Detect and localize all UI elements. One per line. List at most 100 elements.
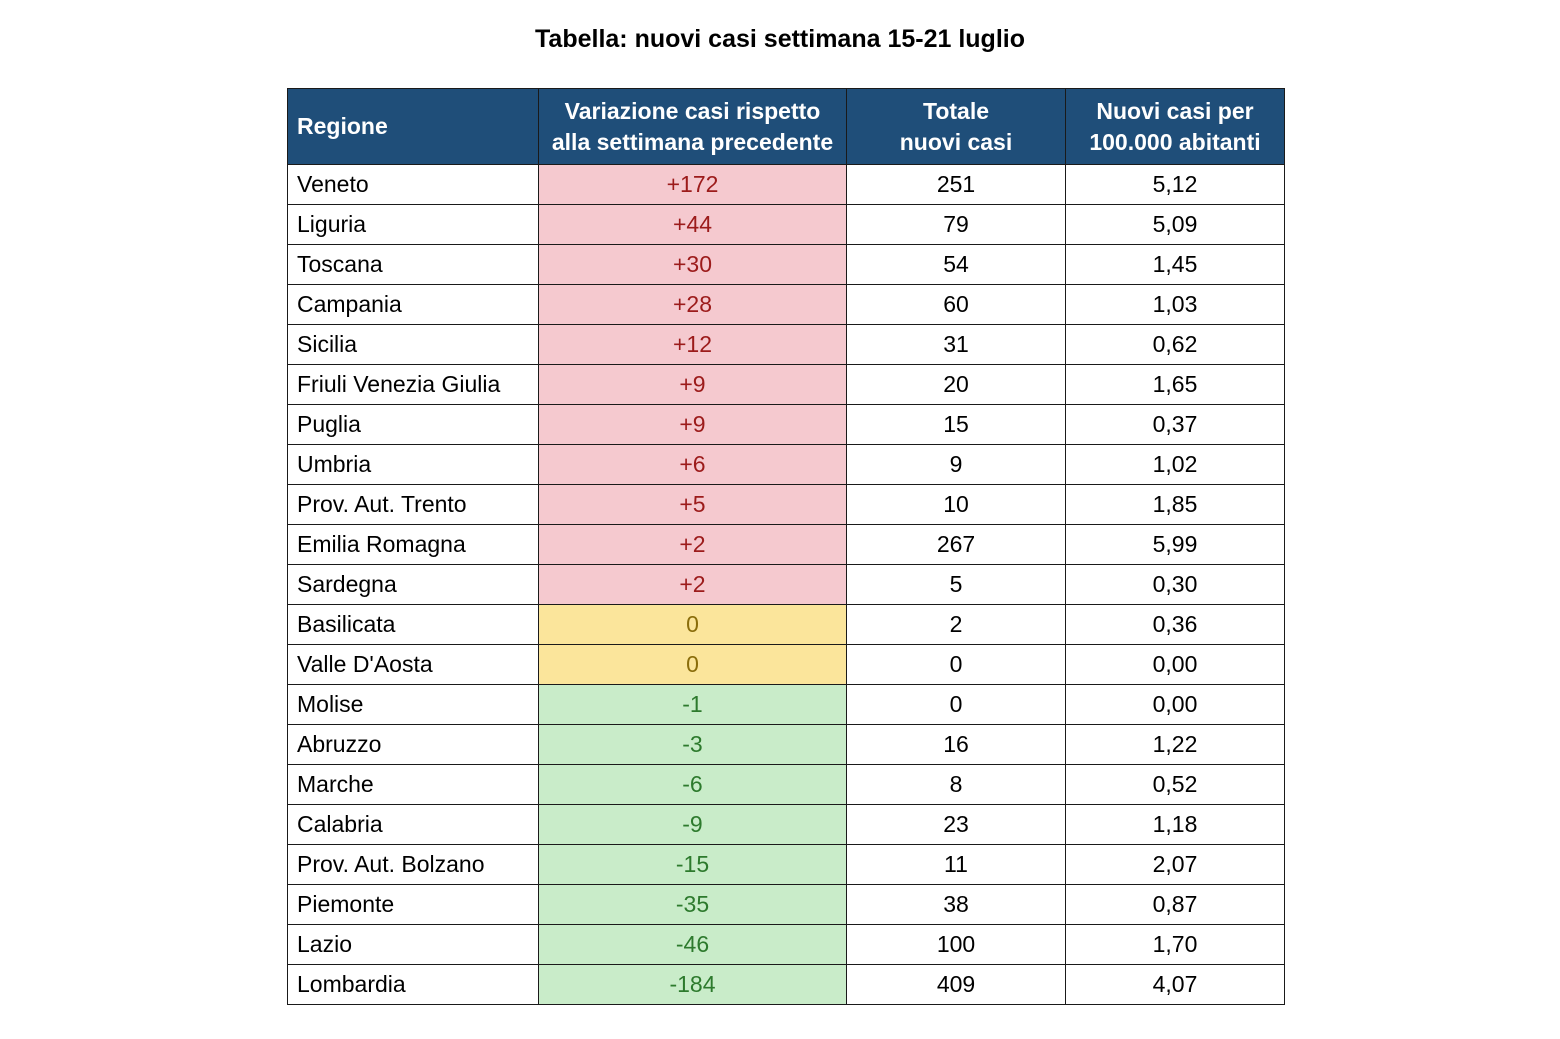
cell-per100k: 0,00 — [1065, 684, 1285, 725]
cell-regione: Prov. Aut. Trento — [287, 484, 539, 525]
cell-totale: 2 — [846, 604, 1066, 645]
cell-variazione: -46 — [538, 924, 847, 965]
cell-variazione: +172 — [538, 164, 847, 205]
column-header-label-line2: alla settimana precedente — [551, 128, 834, 155]
cell-totale: 100 — [846, 924, 1066, 965]
cell-totale: 20 — [846, 364, 1066, 405]
table-row: Umbria +6 9 1,02 — [287, 444, 1285, 485]
table-row: Valle D'Aosta 0 0 0,00 — [287, 644, 1285, 685]
cell-regione: Campania — [287, 284, 539, 325]
cell-regione: Abruzzo — [287, 724, 539, 765]
cell-regione: Molise — [287, 684, 539, 725]
table-row: Piemonte -35 38 0,87 — [287, 884, 1285, 925]
cell-per100k: 4,07 — [1065, 964, 1285, 1005]
cell-regione: Marche — [287, 764, 539, 805]
cell-per100k: 0,30 — [1065, 564, 1285, 605]
cell-totale: 31 — [846, 324, 1066, 365]
cell-totale: 9 — [846, 444, 1066, 485]
cell-variazione: +28 — [538, 284, 847, 325]
cell-regione: Basilicata — [287, 604, 539, 645]
cell-per100k: 0,52 — [1065, 764, 1285, 805]
cell-regione: Valle D'Aosta — [287, 644, 539, 685]
column-header-totale: Totale nuovi casi — [846, 88, 1066, 165]
table-row: Abruzzo -3 16 1,22 — [287, 724, 1285, 765]
cell-per100k: 2,07 — [1065, 844, 1285, 885]
cell-per100k: 1,22 — [1065, 724, 1285, 765]
cell-variazione: -184 — [538, 964, 847, 1005]
cell-per100k: 5,09 — [1065, 204, 1285, 245]
cell-per100k: 1,65 — [1065, 364, 1285, 405]
cell-variazione: -35 — [538, 884, 847, 925]
cell-variazione: -9 — [538, 804, 847, 845]
table-row: Lazio -46 100 1,70 — [287, 924, 1285, 965]
cases-table: Regione Variazione casi rispetto alla se… — [287, 88, 1285, 1005]
cell-variazione: +12 — [538, 324, 847, 365]
cell-totale: 16 — [846, 724, 1066, 765]
column-header-variazione: Variazione casi rispetto alla settimana … — [538, 88, 847, 165]
cell-variazione: +5 — [538, 484, 847, 525]
table-row: Molise -1 0 0,00 — [287, 684, 1285, 725]
cell-totale: 8 — [846, 764, 1066, 805]
cell-variazione: +44 — [538, 204, 847, 245]
table-row: Friuli Venezia Giulia +9 20 1,65 — [287, 364, 1285, 405]
cell-regione: Liguria — [287, 204, 539, 245]
cell-totale: 10 — [846, 484, 1066, 525]
table-row: Veneto +172 251 5,12 — [287, 164, 1285, 205]
column-header-label: Regione — [297, 113, 388, 139]
cell-regione: Sicilia — [287, 324, 539, 365]
cell-regione: Toscana — [287, 244, 539, 285]
column-header-label-line1: Variazione casi rispetto — [564, 97, 821, 124]
table-header: Regione Variazione casi rispetto alla se… — [287, 88, 1285, 165]
cell-regione: Friuli Venezia Giulia — [287, 364, 539, 405]
cell-regione: Calabria — [287, 804, 539, 845]
cell-per100k: 0,37 — [1065, 404, 1285, 445]
cell-totale: 15 — [846, 404, 1066, 445]
cell-variazione: +2 — [538, 524, 847, 565]
table-row: Campania +28 60 1,03 — [287, 284, 1285, 325]
cell-regione: Puglia — [287, 404, 539, 445]
cell-regione: Emilia Romagna — [287, 524, 539, 565]
cell-totale: 267 — [846, 524, 1066, 565]
cell-per100k: 5,12 — [1065, 164, 1285, 205]
cell-regione: Veneto — [287, 164, 539, 205]
cell-variazione: -3 — [538, 724, 847, 765]
cell-totale: 79 — [846, 204, 1066, 245]
cell-regione: Sardegna — [287, 564, 539, 605]
table-row: Sicilia +12 31 0,62 — [287, 324, 1285, 365]
table-row: Liguria +44 79 5,09 — [287, 204, 1285, 245]
column-header-regione: Regione — [287, 88, 539, 165]
cell-per100k: 1,03 — [1065, 284, 1285, 325]
column-header-per100k: Nuovi casi per 100.000 abitanti — [1065, 88, 1285, 165]
cell-variazione: -6 — [538, 764, 847, 805]
cell-totale: 251 — [846, 164, 1066, 205]
cell-variazione: 0 — [538, 644, 847, 685]
table-row: Emilia Romagna +2 267 5,99 — [287, 524, 1285, 565]
cell-per100k: 1,45 — [1065, 244, 1285, 285]
table-row: Lombardia -184 409 4,07 — [287, 964, 1285, 1005]
cell-totale: 409 — [846, 964, 1066, 1005]
header-row: Regione Variazione casi rispetto alla se… — [287, 88, 1285, 165]
cell-totale: 0 — [846, 644, 1066, 685]
table-row: Basilicata 0 2 0,36 — [287, 604, 1285, 645]
cell-totale: 5 — [846, 564, 1066, 605]
table-row: Marche -6 8 0,52 — [287, 764, 1285, 805]
cell-variazione: +9 — [538, 404, 847, 445]
table-row: Puglia +9 15 0,37 — [287, 404, 1285, 445]
cell-regione: Piemonte — [287, 884, 539, 925]
cell-totale: 60 — [846, 284, 1066, 325]
cell-per100k: 1,70 — [1065, 924, 1285, 965]
cell-variazione: +2 — [538, 564, 847, 605]
cell-per100k: 5,99 — [1065, 524, 1285, 565]
cell-variazione: -15 — [538, 844, 847, 885]
cell-per100k: 1,18 — [1065, 804, 1285, 845]
cell-totale: 23 — [846, 804, 1066, 845]
cell-variazione: 0 — [538, 604, 847, 645]
cell-per100k: 0,36 — [1065, 604, 1285, 645]
table-body: Veneto +172 251 5,12 Liguria +44 79 5,09 Toscana… — [287, 164, 1285, 1005]
table-row: Prov. Aut. Trento +5 10 1,85 — [287, 484, 1285, 525]
cell-regione: Umbria — [287, 444, 539, 485]
cell-totale: 38 — [846, 884, 1066, 925]
cell-per100k: 1,02 — [1065, 444, 1285, 485]
table-row: Prov. Aut. Bolzano -15 11 2,07 — [287, 844, 1285, 885]
table-title: Tabella: nuovi casi settimana 15-21 lugl… — [535, 25, 1025, 53]
